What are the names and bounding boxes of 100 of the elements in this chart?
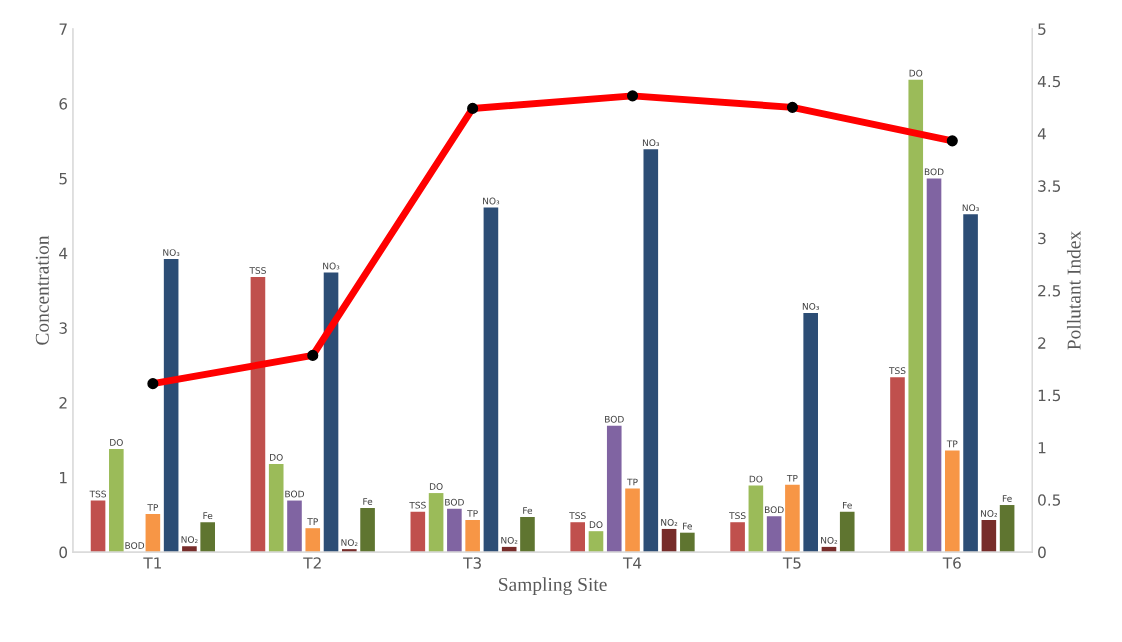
bar [465,519,480,553]
text: NO₃ [962,204,979,212]
bar [999,505,1015,553]
y-tick-label: 0 [59,546,68,559]
text: TSS [569,512,586,520]
x-tick-label: T1 [143,557,161,569]
text: Fe [523,507,533,514]
y-tick-label: 4 [59,247,68,259]
y-tick-label: 1 [60,472,67,484]
text: TP [786,475,798,482]
y2-tick-label: 3 [1038,232,1046,245]
bar [839,511,855,553]
x-tick-label: T2 [303,557,321,569]
text: BOD [125,542,145,549]
y-tick-label: 7 [59,23,67,35]
bar [963,214,978,553]
bar [661,528,677,553]
series-label: NO₂ [980,510,998,517]
text: Fe [363,498,373,505]
text: DO [589,521,603,529]
bar [908,79,924,553]
text: NO₃ [163,249,180,256]
bar [981,519,997,553]
bar [944,450,960,553]
series-label: DO [429,483,443,490]
bar [250,277,266,553]
y2-tick-label: 5 [1038,23,1046,35]
bar [163,259,179,553]
bar [606,425,622,553]
bar [287,500,302,553]
y-axis-title: Concentration [35,235,49,345]
series-label: BOD [285,490,304,498]
y2-tick-label: 0 [1038,546,1046,559]
bar [730,522,745,553]
bar [200,522,215,553]
y2-tick-label: 1 [1038,442,1046,454]
text: TSS [888,367,906,375]
series-label: Fe [203,512,213,520]
bar [90,500,106,553]
text: NO₃ [802,302,819,310]
bar [926,178,942,553]
y2-tick-label: 2.5 [1038,284,1061,297]
bar [570,522,586,553]
text: NO₂ [341,539,358,546]
bar [447,508,462,553]
text: TSS [729,512,746,520]
bar [803,312,818,553]
text: TP [467,510,478,517]
y2-tick-label: 1.5 [1038,389,1061,402]
x-tick-label: T6 [942,557,961,569]
bar [109,448,124,553]
bar [785,484,800,553]
bar [680,532,695,553]
bar [748,485,764,553]
y2-tick-label: 2 [1038,337,1046,349]
bar [428,493,444,553]
text: BOD [924,168,944,176]
text: TSS [409,501,426,509]
bar [625,488,640,553]
text: TSS [249,267,266,274]
y2-tick-label: 0.5 [1038,494,1061,506]
series-label: TP [627,478,638,486]
y-tick-label: 3 [59,322,67,334]
bar [766,516,782,553]
x-axis-title: Sampling Site [499,577,607,596]
text: DO [270,453,283,461]
bar [323,272,339,553]
bar [890,377,905,553]
bar [305,528,321,553]
y-tick-label: 2 [59,397,67,409]
text: BOD [445,498,464,506]
series-label: TSS [89,490,107,498]
text: DO [110,439,123,446]
y2-tick-label: 3.5 [1038,180,1061,192]
y2-tick-label: 4.5 [1037,75,1061,88]
text: NO₂ [501,536,518,544]
bar [643,149,659,553]
bar [360,508,375,553]
bar [520,516,535,553]
series-label: NO₃ [642,139,660,147]
text: NO₂ [821,536,838,544]
text: NO₂ [661,518,678,526]
bar [483,207,499,553]
text: TP [147,504,159,511]
y2-tick-label: 4 [1037,128,1046,140]
bar [268,463,284,553]
x-tick-label: T3 [463,557,481,569]
text: BOD [764,506,784,514]
text: Fe [1002,495,1012,502]
text: NO₃ [483,197,500,205]
text: TP [946,440,958,448]
text: Fe [842,501,852,509]
text: BOD [605,415,624,423]
text: NO₂ [181,536,198,543]
y-tick-label: 6 [59,98,68,110]
text: DO [749,475,763,483]
bar [410,511,426,553]
text: TP [307,518,318,525]
y2-axis-title: Pollutant Index [1066,231,1081,350]
text: DO [909,69,923,77]
